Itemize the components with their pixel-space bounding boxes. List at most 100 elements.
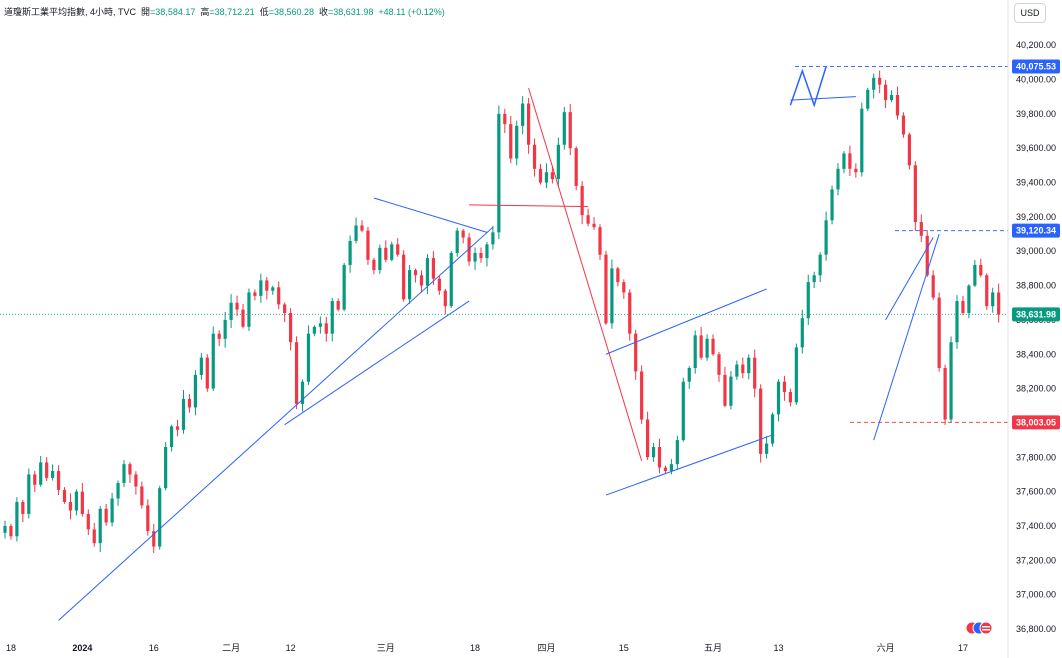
candle xyxy=(955,301,959,343)
candle xyxy=(895,94,900,116)
candle xyxy=(128,464,132,475)
candle xyxy=(491,232,495,245)
candle xyxy=(431,258,435,279)
candle xyxy=(408,270,412,300)
candle xyxy=(562,112,566,145)
economic-events-icon[interactable] xyxy=(965,621,993,635)
candle xyxy=(211,333,215,389)
candle xyxy=(158,488,162,547)
candle xyxy=(860,108,864,173)
price-tag xyxy=(1012,59,1060,74)
candle xyxy=(318,323,322,327)
candle xyxy=(735,364,739,377)
candle xyxy=(425,258,430,286)
price-axis[interactable]: 40,200.00 40,000.00 39,800.00 39,600.00 39,4… xyxy=(1016,40,1056,634)
candle xyxy=(330,301,334,334)
candle xyxy=(901,115,906,135)
trendline xyxy=(469,204,589,208)
pattern-polyline xyxy=(789,66,827,108)
candle xyxy=(181,398,186,430)
trendline xyxy=(605,288,767,355)
candle xyxy=(765,443,769,454)
candle xyxy=(56,471,61,490)
candle xyxy=(253,292,257,296)
candle xyxy=(324,323,328,334)
candle xyxy=(592,223,596,228)
candle xyxy=(538,168,543,183)
price-tag xyxy=(1012,415,1060,430)
candle xyxy=(997,292,1001,315)
candle xyxy=(628,292,632,334)
candle xyxy=(140,486,144,506)
currency-button[interactable]: USD xyxy=(1014,3,1046,23)
candle xyxy=(241,309,245,327)
price-tick-label: 39,400.00 xyxy=(1016,178,1056,188)
candle xyxy=(217,333,221,339)
candle xyxy=(265,280,269,291)
candle xyxy=(806,282,810,319)
candle xyxy=(663,467,668,472)
candle xyxy=(122,464,126,484)
candle xyxy=(306,333,311,382)
candle xyxy=(675,440,679,465)
candle xyxy=(80,491,84,514)
candle xyxy=(134,474,138,487)
price-tick-label: 39,600.00 xyxy=(1016,143,1056,153)
time-tick-label: 12 xyxy=(286,643,296,653)
time-tick-label: 13 xyxy=(773,643,783,653)
price-level-lines xyxy=(0,66,1008,423)
time-axis[interactable]: 18 2024 16 二月 12 三月 18 四月 15 五月 13 六月 17 xyxy=(6,642,968,653)
candle xyxy=(782,381,787,393)
price-tick-label: 37,400.00 xyxy=(1016,521,1056,531)
candle xyxy=(622,282,626,293)
candle xyxy=(378,247,382,271)
price-tick-label: 38,200.00 xyxy=(1016,384,1056,394)
trendline xyxy=(790,96,856,101)
candle xyxy=(521,103,525,126)
candle xyxy=(568,112,572,149)
candle xyxy=(396,244,400,255)
candle xyxy=(497,113,501,233)
candle xyxy=(437,278,441,291)
candle xyxy=(15,501,19,537)
candles-layer xyxy=(3,70,1001,553)
candle xyxy=(86,513,90,530)
time-tick-label: 18 xyxy=(6,643,16,653)
time-tick-label: 15 xyxy=(619,643,629,653)
price-tick-label: 39,000.00 xyxy=(1016,246,1056,256)
close-value: =38,631.98 xyxy=(328,7,374,17)
candle xyxy=(3,525,7,533)
candle xyxy=(717,354,721,375)
candle xyxy=(74,491,78,511)
candle xyxy=(9,525,13,537)
candle xyxy=(776,381,781,415)
candle xyxy=(360,225,364,231)
candle xyxy=(187,398,192,408)
price-tick-label: 38,400.00 xyxy=(1016,349,1056,359)
symbol-legend[interactable]: 道瓊斯工業平均指數, 4小時, TVC 開=38,584.17 高=38,712… xyxy=(4,5,445,18)
candle xyxy=(729,376,733,406)
candle xyxy=(92,529,96,544)
candle xyxy=(586,215,590,224)
candle xyxy=(580,185,584,216)
price-tag xyxy=(1012,223,1060,238)
price-tick-label: 40,000.00 xyxy=(1016,75,1056,85)
candle xyxy=(610,268,614,324)
candle xyxy=(657,446,662,468)
time-tick-label: 三月 xyxy=(377,643,395,653)
candle xyxy=(532,144,537,169)
candle xyxy=(259,280,263,296)
candle xyxy=(348,240,352,265)
candle xyxy=(741,364,745,374)
time-tick-label: 16 xyxy=(149,643,159,653)
price-tag-label: 38,003.05 xyxy=(1016,417,1056,427)
candle xyxy=(985,275,989,307)
price-tick-label: 39,200.00 xyxy=(1016,212,1056,222)
price-tick-label: 38,800.00 xyxy=(1016,281,1056,291)
trendlines-layer[interactable] xyxy=(58,66,940,621)
candle xyxy=(961,301,965,314)
candle xyxy=(687,367,691,382)
candle xyxy=(413,270,418,276)
trendline xyxy=(284,300,470,426)
